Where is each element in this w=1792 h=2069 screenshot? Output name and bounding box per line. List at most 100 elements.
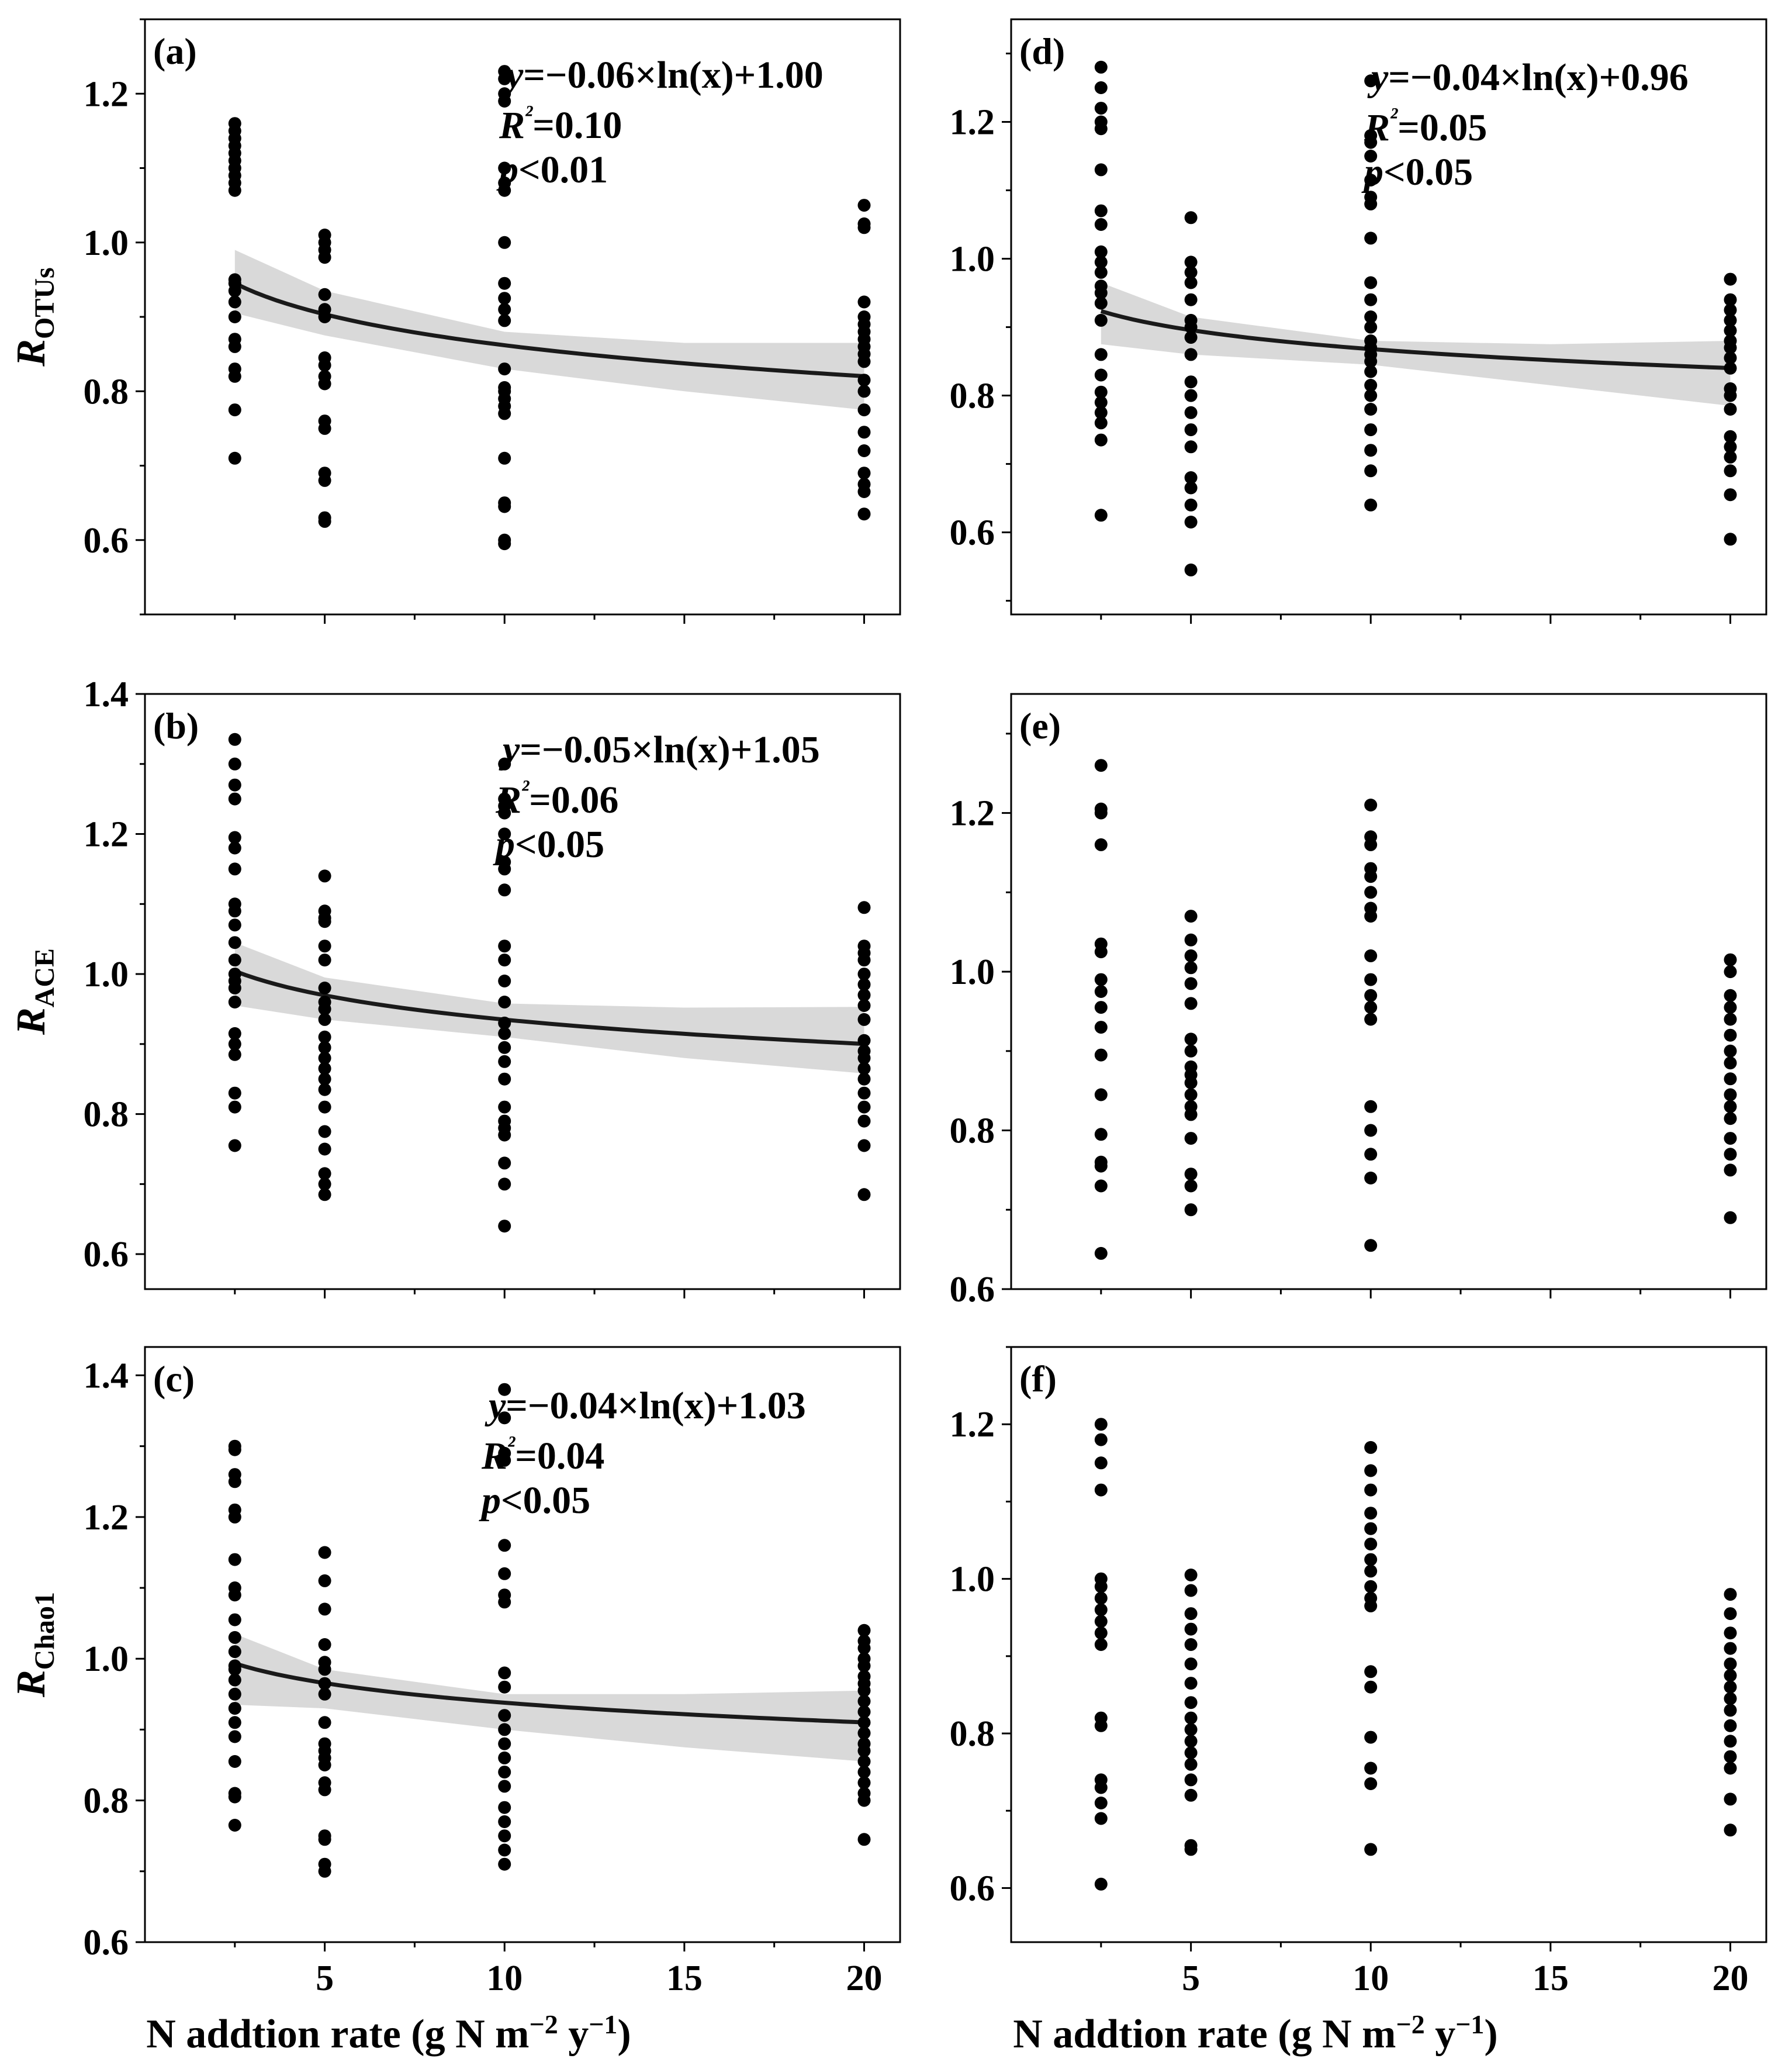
data-point (1094, 1433, 1108, 1446)
data-point (228, 1645, 241, 1659)
data-point (1724, 1001, 1737, 1014)
data-point (1094, 1418, 1108, 1431)
data-point (228, 1027, 241, 1040)
panels: 0.6 0.8 1.0 1.2 (a) y=−0.06×ln(x)+1.00R²=0.10… (9, 18, 1767, 1998)
data-point (857, 1188, 871, 1201)
data-point (857, 217, 871, 230)
data-point (228, 1581, 241, 1594)
data-point (228, 1755, 241, 1768)
data-point (1184, 910, 1198, 923)
data-point (1094, 433, 1108, 447)
data-point (498, 1072, 511, 1086)
data-point (857, 901, 871, 914)
data-point (857, 1716, 871, 1729)
data-point (498, 996, 511, 1008)
data-point (857, 507, 871, 521)
data-point (498, 975, 511, 987)
data-point (1364, 74, 1378, 88)
data-point (1184, 1607, 1198, 1621)
data-point (498, 1680, 511, 1694)
data-point (1364, 150, 1378, 163)
panel-label: (d) (1019, 30, 1065, 72)
data-point (1724, 989, 1737, 1002)
data-point (1184, 1711, 1198, 1725)
data-point (1094, 985, 1108, 998)
data-point (1724, 293, 1737, 306)
data-point (498, 883, 511, 897)
data-point (498, 1780, 511, 1793)
data-point (498, 1016, 511, 1030)
data-point (1094, 1615, 1108, 1628)
data-point (498, 381, 511, 394)
data-point (1184, 949, 1198, 962)
data-point (1364, 1239, 1378, 1252)
data-point (1364, 799, 1378, 811)
data-point (857, 1755, 871, 1768)
plot-frame (1010, 18, 1767, 616)
data-point (1094, 1773, 1108, 1787)
data-point (1364, 276, 1378, 289)
data-point (318, 467, 331, 480)
data-point (1094, 115, 1108, 129)
data-point (318, 1072, 331, 1086)
data-point (228, 1702, 241, 1715)
data-point (1184, 276, 1198, 289)
data-point (1184, 1100, 1198, 1113)
data-point (498, 827, 511, 841)
data-point (1364, 232, 1378, 245)
data-point (1364, 1013, 1378, 1026)
data-point (1724, 1211, 1737, 1224)
data-point (857, 1086, 871, 1100)
data-point (1724, 1100, 1737, 1113)
panel-label: (a) (153, 30, 197, 72)
data-point (318, 1546, 331, 1559)
y-tick-label: 1.0 (950, 952, 995, 992)
y-tick-label: 0.8 (950, 377, 995, 416)
data-point (318, 1167, 331, 1180)
data-point (1094, 313, 1108, 327)
data-point (1724, 1761, 1737, 1775)
y-tick-label: 1.0 (84, 223, 129, 263)
data-point (1364, 1777, 1378, 1790)
data-point (1094, 368, 1108, 382)
data-point (498, 1567, 511, 1580)
data-point (498, 303, 511, 316)
data-point (857, 939, 871, 953)
data-point (1724, 1657, 1737, 1671)
data-point (498, 939, 511, 953)
data-point (228, 1468, 241, 1481)
data-point (1364, 1591, 1378, 1605)
data-point (498, 1829, 511, 1843)
data-point (318, 996, 331, 1008)
data-point (318, 1602, 331, 1616)
data-point (498, 533, 511, 547)
data-point (1094, 1711, 1108, 1725)
data-point (1724, 1056, 1737, 1070)
equation: y=−0.04×ln(x)+0.96 (1367, 56, 1689, 99)
fit-curve (234, 281, 864, 378)
data-point (1724, 1704, 1737, 1717)
y-tick-label: 0.6 (84, 521, 129, 561)
data-point (318, 954, 331, 967)
data-point (1364, 498, 1378, 512)
data-point (1184, 1788, 1198, 1802)
data-point (1184, 1203, 1198, 1217)
data-point (498, 1114, 511, 1128)
y-tick-label: 1.2 (950, 1405, 995, 1445)
data-point (1094, 245, 1108, 258)
data-point (318, 1177, 331, 1191)
data-point (318, 1638, 331, 1651)
data-point (1094, 204, 1108, 217)
data-point (1364, 1124, 1378, 1137)
data-point (857, 385, 871, 398)
data-point (498, 362, 511, 376)
data-point (318, 1030, 331, 1044)
data-point (1184, 406, 1198, 419)
data-point (1724, 1013, 1737, 1026)
data-point (1184, 1723, 1198, 1736)
data-point (1724, 272, 1737, 286)
data-point (228, 1673, 241, 1687)
x-tick-label: 20 (1712, 1959, 1748, 1998)
y-tick-label: 1.0 (84, 1639, 129, 1679)
data-point (228, 1631, 241, 1644)
